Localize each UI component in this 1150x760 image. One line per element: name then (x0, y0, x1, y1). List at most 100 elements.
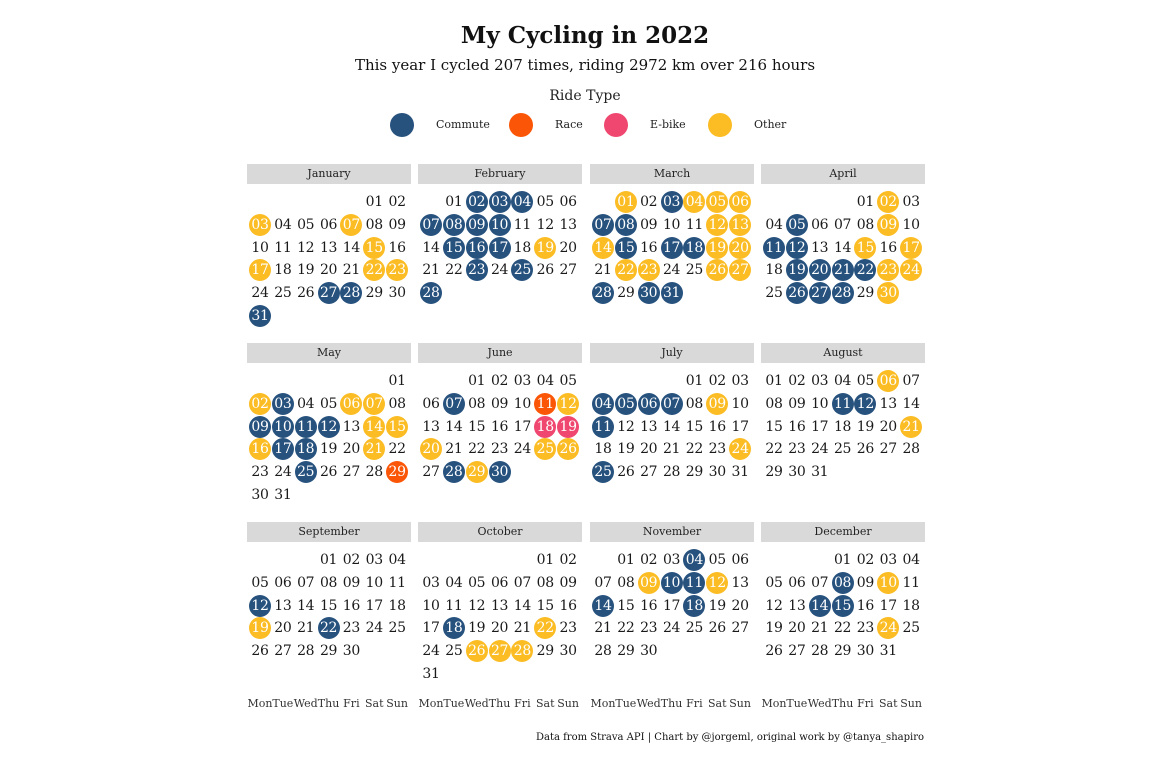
day: 29 (365, 285, 384, 301)
day: 28 (594, 643, 612, 659)
weekday-label: Fri (857, 697, 874, 710)
day: 07 (902, 373, 920, 389)
day: 26 (765, 643, 783, 659)
day: 16 (388, 239, 406, 256)
day: 17 (731, 418, 749, 435)
day: 25 (685, 262, 704, 279)
ride-day: 07 (363, 392, 386, 415)
day: 12 (765, 597, 783, 614)
ride-day: 17 (488, 236, 511, 259)
day: 07 (297, 574, 315, 591)
month-header: July (590, 343, 754, 363)
day: 05 (559, 373, 577, 389)
ride-day: 25 (294, 461, 317, 483)
day: 21 (342, 262, 361, 279)
day: 24 (513, 441, 532, 458)
ride-day: 18 (683, 236, 706, 259)
day: 23 (788, 441, 806, 458)
day: 06 (788, 574, 806, 591)
ride-day: 06 (877, 370, 900, 392)
day: 04 (536, 373, 555, 389)
ride-day: 23 (386, 259, 409, 282)
day: 03 (513, 373, 532, 389)
day: 30 (251, 486, 269, 503)
day: 18 (833, 418, 852, 435)
day: 31 (274, 486, 292, 503)
day: 19 (319, 441, 338, 458)
legend-label: Race (555, 118, 583, 131)
day: 13 (342, 418, 361, 435)
month-may: May 01 02 03 04 05 06 07 08 09 10 11 12 13 14 15 16 17 18 1… (247, 343, 411, 513)
day: 25 (902, 620, 920, 637)
day: 08 (617, 574, 635, 591)
chart-subtitle: This year I cycled 207 times, riding 297… (354, 56, 816, 74)
ride-day: 29 (386, 461, 409, 483)
weekday-label: Wed (464, 697, 489, 710)
ride-day: 22 (614, 259, 637, 282)
day: 29 (319, 643, 338, 659)
day: 18 (274, 262, 292, 279)
day: 27 (731, 620, 749, 637)
ride-day: 07 (420, 213, 442, 236)
day: 06 (319, 216, 338, 233)
month-header: May (247, 343, 411, 363)
day: 15 (685, 418, 704, 435)
ride-day: 28 (592, 282, 614, 304)
day: 22 (468, 441, 486, 458)
ride-day: 12 (706, 213, 729, 236)
day: 03 (365, 552, 384, 568)
ride-day: 30 (488, 461, 511, 483)
month-june: June 01 02 03 04 05 06 07 08 09 10 11 12 13 14 15 16 17 18… (418, 343, 582, 513)
day: 26 (319, 464, 338, 480)
day: 08 (319, 574, 338, 591)
weekday-label: Tue (443, 697, 465, 710)
day: 19 (617, 441, 635, 458)
day: 23 (251, 464, 269, 480)
day: 06 (811, 216, 829, 233)
ride-day: 15 (854, 236, 877, 259)
month-header: November (590, 522, 754, 542)
day: 10 (365, 574, 384, 591)
day: 09 (788, 395, 806, 412)
day: 19 (856, 418, 875, 435)
ride-day: 13 (729, 213, 752, 236)
ride-day: 08 (614, 213, 637, 236)
day: 23 (708, 441, 727, 458)
day: 17 (811, 418, 829, 435)
day: 06 (490, 574, 509, 591)
day: 06 (731, 552, 749, 568)
day: 26 (617, 464, 635, 480)
month-header: January (247, 164, 411, 184)
day: 03 (731, 373, 749, 389)
day: 10 (422, 597, 440, 614)
day: 22 (765, 441, 783, 458)
legend-label: Other (754, 118, 787, 131)
ride-day: 31 (660, 282, 683, 304)
day: 10 (251, 239, 269, 256)
day: 27 (274, 643, 292, 659)
ride-day: 23 (877, 259, 900, 282)
day: 23 (342, 620, 361, 637)
day: 13 (731, 574, 749, 591)
month-december: December 01 02 03 04 05 06 07 08 09 10 11 12 13 14 15 16… (761, 522, 925, 692)
day: 04 (765, 216, 783, 233)
day: 08 (536, 574, 555, 591)
ride-day: 26 (785, 282, 808, 304)
month-july: July 01 02 03 04 05 06 07 08 09 10 11 12 13 14 15 16 17 18… (590, 343, 754, 513)
day: 24 (662, 620, 681, 637)
day: 06 (274, 574, 292, 591)
ride-day: 08 (831, 571, 854, 594)
ride-day: 20 (808, 259, 831, 282)
ride-day: 06 (729, 191, 752, 213)
day: 04 (902, 552, 920, 568)
day: 02 (788, 373, 806, 389)
day: 20 (342, 441, 361, 458)
legend-swatch (390, 113, 414, 137)
day: 04 (297, 395, 315, 412)
ride-day: 18 (442, 617, 465, 640)
ride-day: 26 (557, 438, 580, 461)
weekday-label: Wed (807, 697, 832, 710)
ride-day: 21 (831, 259, 854, 282)
ride-day: 24 (729, 438, 752, 461)
day: 28 (662, 464, 681, 480)
